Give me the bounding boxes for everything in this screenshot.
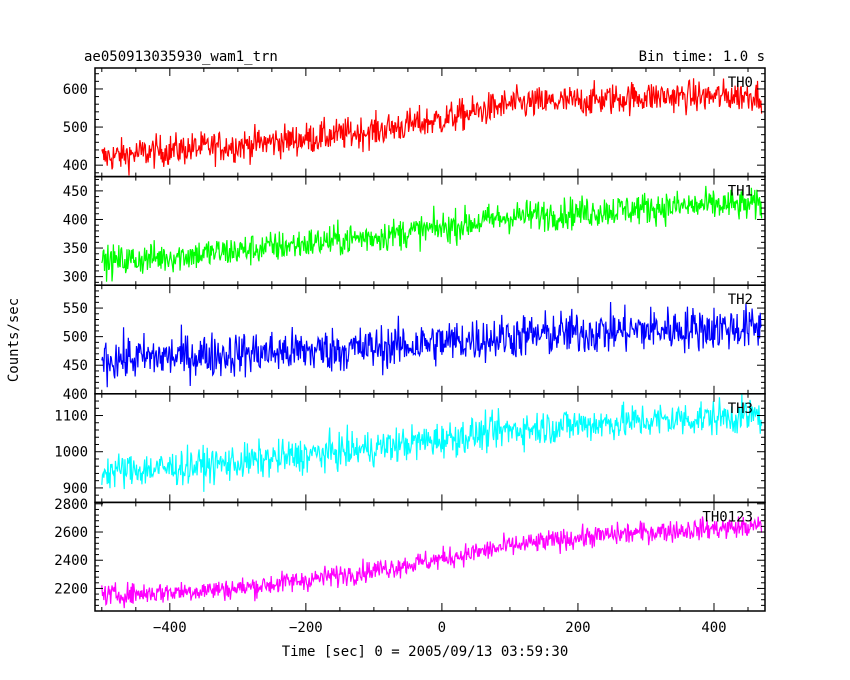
y-tick-label: 2200 xyxy=(54,581,88,597)
y-tick-label: 400 xyxy=(63,158,88,174)
y-tick-label: 400 xyxy=(63,387,88,403)
y-tick-label: 2400 xyxy=(54,553,88,569)
x-tick-label: −400 xyxy=(153,620,187,636)
y-tick-label: 500 xyxy=(63,120,88,136)
panel-th0: 400 500 600 TH0 xyxy=(63,67,766,178)
x-tick-label: 0 xyxy=(438,620,446,636)
x-tick-label: 200 xyxy=(565,620,590,636)
panel-th0123: 2200 2400 2600 2800 TH0123 xyxy=(54,497,766,612)
y-tick-label: 400 xyxy=(63,212,88,228)
panels: 400 500 600 TH0 300 350 400 450 TH1 400 450 500 550 T… xyxy=(54,67,766,636)
panel-th1: 300 350 400 450 TH1 xyxy=(63,175,766,286)
y-tick-label: 1100 xyxy=(54,409,88,425)
y-tick-label: 900 xyxy=(63,481,88,497)
panel-label: TH2 xyxy=(728,292,753,308)
y-tick-label: 2600 xyxy=(54,525,88,541)
panel-th3: 900 1000 1100 TH3 xyxy=(54,393,766,504)
panel-label: TH0 xyxy=(728,75,753,91)
x-axis-label: Time [sec] 0 = 2005/09/13 03:59:30 xyxy=(282,644,569,660)
panel-label: TH1 xyxy=(728,184,753,200)
y-tick-label: 450 xyxy=(63,184,88,200)
series-line-th0123 xyxy=(101,516,763,609)
bin-time-label: Bin time: 1.0 s xyxy=(639,49,765,65)
series-line-th3 xyxy=(101,394,763,492)
panel-label: TH3 xyxy=(728,401,753,417)
y-tick-label: 1000 xyxy=(54,445,88,461)
chart-title: ae050913035930_wam1_trn xyxy=(84,49,278,65)
series-line-th0 xyxy=(101,78,763,176)
panel-th2: 400 450 500 550 TH2 xyxy=(63,284,766,403)
y-tick-label: 2800 xyxy=(54,497,88,513)
panel-frame xyxy=(94,175,766,286)
y-tick-label: 500 xyxy=(63,330,88,346)
x-tick-label: −200 xyxy=(289,620,323,636)
series-line-th2 xyxy=(101,301,763,388)
y-axis-label: Counts/sec xyxy=(6,298,22,382)
y-tick-label: 550 xyxy=(63,301,88,317)
series-line-th1 xyxy=(101,185,763,282)
y-tick-label: 450 xyxy=(63,358,88,374)
panel-frame xyxy=(94,393,766,504)
y-tick-label: 300 xyxy=(63,270,88,286)
x-tick-label: 400 xyxy=(701,620,726,636)
y-tick-label: 350 xyxy=(63,241,88,257)
panel-frame xyxy=(94,501,766,612)
y-tick-label: 600 xyxy=(63,82,88,98)
panel-label: TH0123 xyxy=(702,509,753,525)
